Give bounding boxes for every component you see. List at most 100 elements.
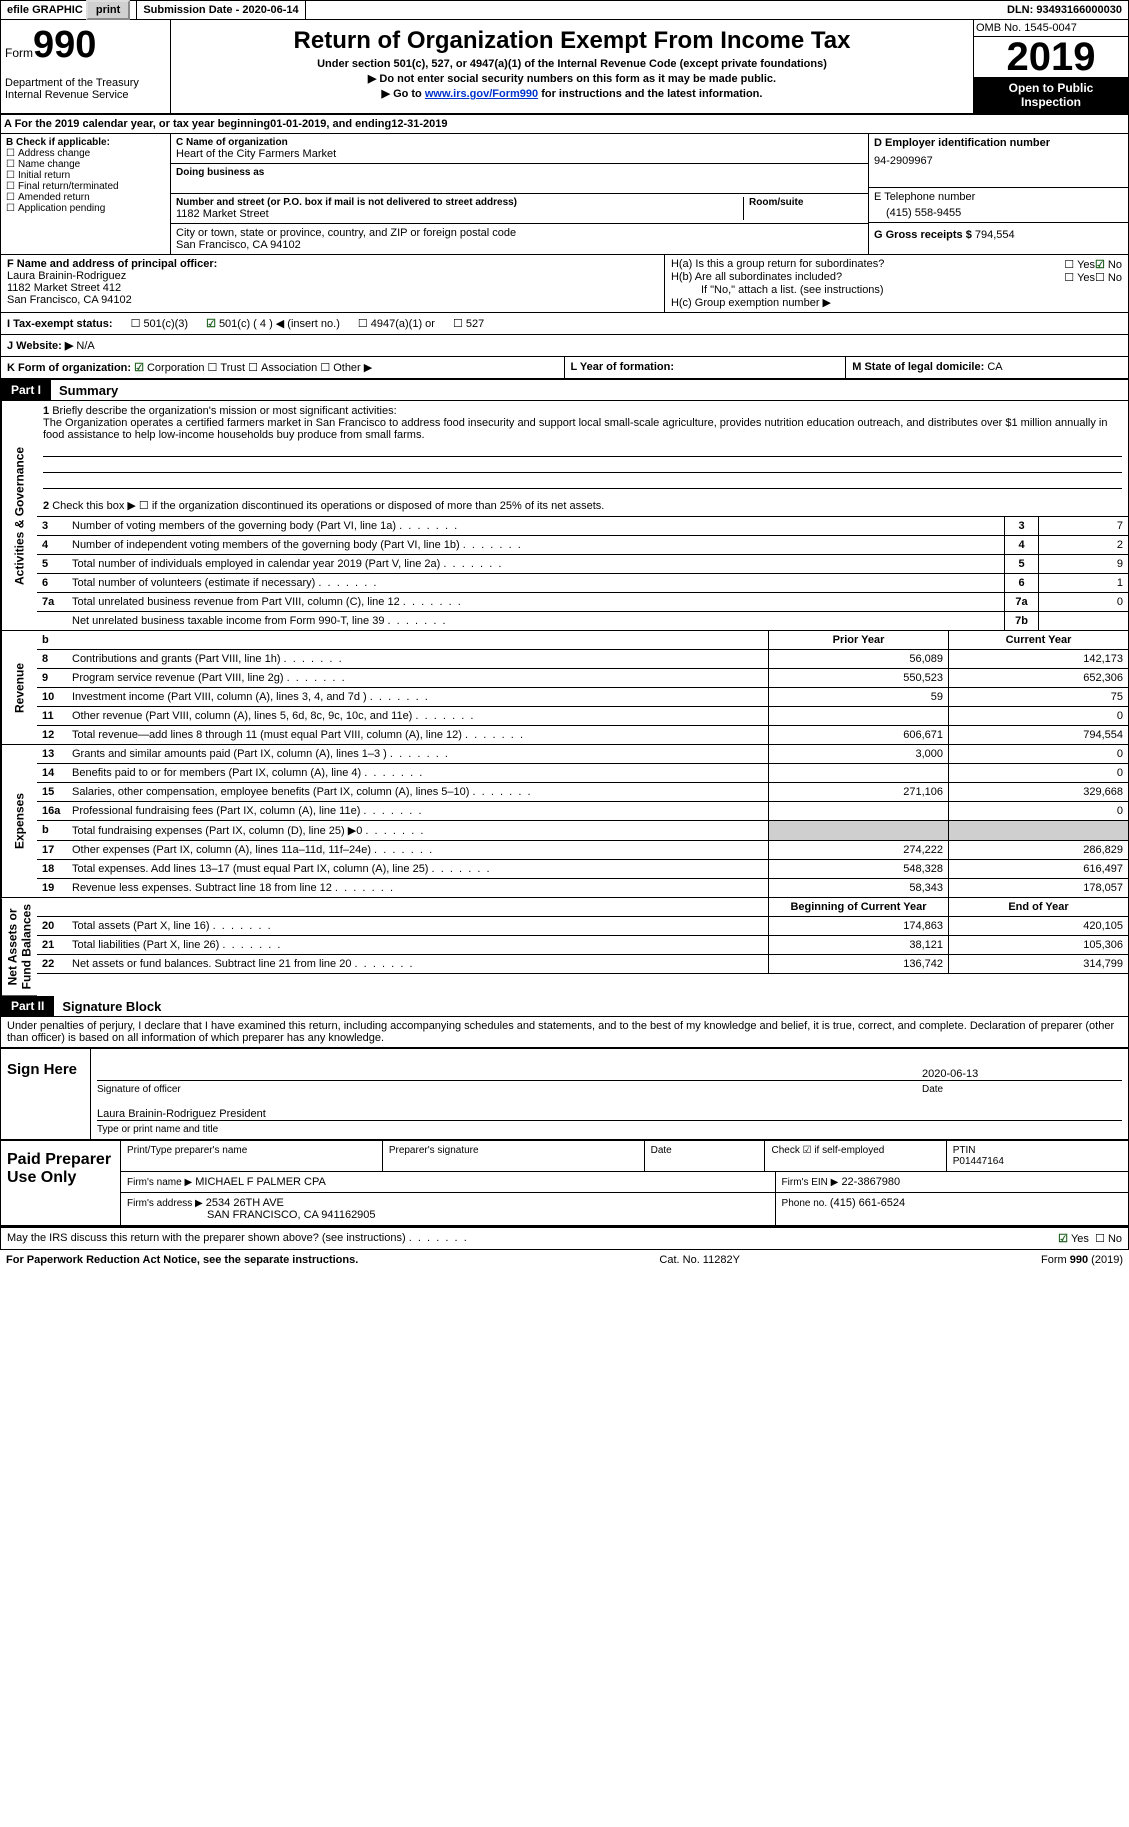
hc-label: H(c) Group exemption number ▶: [671, 296, 1122, 309]
part1-num: Part I: [1, 380, 51, 400]
ptin-label: PTIN: [953, 1145, 976, 1156]
firm-phone: (415) 661-6524: [830, 1197, 905, 1209]
row-klm: K Form of organization: Corporation Trus…: [1, 357, 1128, 380]
vlabel-governance: Activities & Governance: [1, 401, 37, 631]
i-label: I Tax-exempt status:: [7, 318, 113, 330]
line1-label: Briefly describe the organization's miss…: [52, 405, 396, 417]
table-row: 10Investment income (Part VIII, column (…: [37, 688, 1128, 707]
may-no[interactable]: No: [1095, 1232, 1122, 1245]
line2: Check this box ▶ ☐ if the organization d…: [52, 500, 604, 512]
firm-addr2: SAN FRANCISCO, CA 941162905: [127, 1209, 376, 1221]
form-number: 990: [33, 24, 96, 66]
subtitle-2: Do not enter social security numbers on …: [175, 72, 969, 85]
cb-501c3[interactable]: 501(c)(3): [131, 317, 189, 330]
part2-header: Part II Signature Block: [1, 996, 1128, 1017]
pt-date-label: Date: [645, 1141, 766, 1171]
officer-name-title: Laura Brainin-Rodriguez President: [97, 1108, 1122, 1120]
cb-amended[interactable]: Amended return: [6, 192, 165, 203]
pt-check: Check ☑ if self-employed: [765, 1141, 946, 1171]
subtitle-3: Go to www.irs.gov/Form990 for instructio…: [175, 87, 969, 100]
form990-link[interactable]: www.irs.gov/Form990: [425, 88, 538, 100]
firm-ein-label: Firm's EIN ▶: [782, 1177, 839, 1188]
hb-no[interactable]: No: [1095, 271, 1122, 284]
open-to-public: Open to Public Inspection: [974, 77, 1128, 113]
website: N/A: [76, 340, 94, 352]
ha-label: H(a) Is this a group return for subordin…: [671, 258, 1064, 271]
firm-ein: 22-3867980: [841, 1176, 900, 1188]
col-eoy: End of Year: [948, 898, 1128, 916]
line7b: Net unrelated business taxable income fr…: [67, 612, 1004, 630]
table-row: 11Other revenue (Part VIII, column (A), …: [37, 707, 1128, 726]
line3-val: 7: [1038, 517, 1128, 535]
vlabel-netassets: Net Assets or Fund Balances: [1, 898, 37, 996]
cb-corp[interactable]: Corporation: [134, 362, 204, 374]
cb-501c[interactable]: 501(c) ( 4 ) ◀ (insert no.): [206, 317, 340, 330]
section-abcdeg: B Check if applicable: Address change Na…: [1, 134, 1128, 255]
m-label: M State of legal domicile:: [852, 361, 987, 373]
ha-yes[interactable]: Yes: [1064, 258, 1095, 271]
hb-note: If "No," attach a list. (see instruction…: [671, 284, 1122, 296]
part1-body: Activities & Governance 1 Briefly descri…: [1, 401, 1128, 996]
ha-no[interactable]: No: [1095, 258, 1122, 271]
org-name: Heart of the City Farmers Market: [176, 148, 863, 160]
table-row: 13Grants and similar amounts paid (Part …: [37, 745, 1128, 764]
table-row: 21Total liabilities (Part X, line 26)38,…: [37, 936, 1128, 955]
d-label: D Employer identification number: [874, 137, 1123, 149]
l-label: L Year of formation:: [571, 361, 675, 373]
table-row: 19Revenue less expenses. Subtract line 1…: [37, 879, 1128, 898]
m-val: CA: [987, 361, 1002, 373]
table-row: bTotal fundraising expenses (Part IX, co…: [37, 821, 1128, 841]
submission-date: Submission Date - 2020-06-14: [137, 1, 305, 19]
part1-header: Part I Summary: [1, 380, 1128, 401]
ein: 94-2909967: [874, 149, 1123, 167]
part1-title: Summary: [51, 383, 118, 398]
cb-527[interactable]: 527: [453, 317, 484, 330]
may-discuss-text: May the IRS discuss this return with the…: [7, 1232, 1058, 1245]
street-label: Number and street (or P.O. box if mail i…: [176, 197, 743, 208]
c-label: C Name of organization: [176, 137, 863, 148]
col-prior-year: Prior Year: [768, 631, 948, 649]
cb-other[interactable]: Other ▶: [320, 362, 372, 374]
hb-yes[interactable]: Yes: [1064, 271, 1095, 284]
cb-4947[interactable]: 4947(a)(1) or: [358, 317, 435, 330]
table-row: 14Benefits paid to or for members (Part …: [37, 764, 1128, 783]
footer-right: Form 990 (2019): [1041, 1254, 1123, 1266]
cb-assoc[interactable]: Association: [248, 362, 317, 374]
form-990: Form990 Department of the Treasury Inter…: [0, 20, 1129, 1250]
b-label: B Check if applicable:: [6, 137, 165, 148]
hb-label: H(b) Are all subordinates included?: [671, 271, 1064, 284]
table-row: 12Total revenue—add lines 8 through 11 (…: [37, 726, 1128, 745]
sig-date-label: Date: [922, 1084, 1122, 1095]
row-ij: I Tax-exempt status: 501(c)(3) 501(c) ( …: [1, 313, 1128, 335]
cb-address-change[interactable]: Address change: [6, 148, 165, 159]
col-boy: Beginning of Current Year: [768, 898, 948, 916]
line7a: Total unrelated business revenue from Pa…: [67, 593, 1004, 611]
phone: (415) 558-9455: [874, 203, 1123, 219]
print-button[interactable]: print: [86, 0, 130, 20]
cb-trust[interactable]: Trust: [208, 362, 246, 374]
sig-officer-label: Signature of officer: [97, 1084, 922, 1095]
pt-sig-label: Preparer's signature: [383, 1141, 645, 1171]
section-fh: F Name and address of principal officer:…: [1, 255, 1128, 313]
line6: Total number of volunteers (estimate if …: [67, 574, 1004, 592]
dln: DLN: 93493166000030: [1001, 1, 1128, 19]
vlabel-revenue: Revenue: [1, 631, 37, 745]
table-row: 17Other expenses (Part IX, column (A), l…: [37, 841, 1128, 860]
table-row: 16aProfessional fundraising fees (Part I…: [37, 802, 1128, 821]
line6-val: 1: [1038, 574, 1128, 592]
table-row: 22Net assets or fund balances. Subtract …: [37, 955, 1128, 974]
sign-here-block: Sign Here 2020-06-13 Signature of office…: [1, 1048, 1128, 1139]
part2-num: Part II: [1, 996, 54, 1016]
may-yes[interactable]: Yes: [1058, 1232, 1089, 1245]
cb-initial-return[interactable]: Initial return: [6, 170, 165, 181]
table-row: 9Program service revenue (Part VIII, lin…: [37, 669, 1128, 688]
name-title-label: Type or print name and title: [91, 1124, 1128, 1139]
cb-application-pending[interactable]: Application pending: [6, 203, 165, 214]
room-label: Room/suite: [749, 197, 863, 208]
officer-street: 1182 Market Street 412: [7, 282, 658, 294]
dba-label: Doing business as: [176, 167, 863, 178]
cb-name-change[interactable]: Name change: [6, 159, 165, 170]
cb-final-return[interactable]: Final return/terminated: [6, 181, 165, 192]
vlabel-expenses: Expenses: [1, 745, 37, 898]
line7a-val: 0: [1038, 593, 1128, 611]
